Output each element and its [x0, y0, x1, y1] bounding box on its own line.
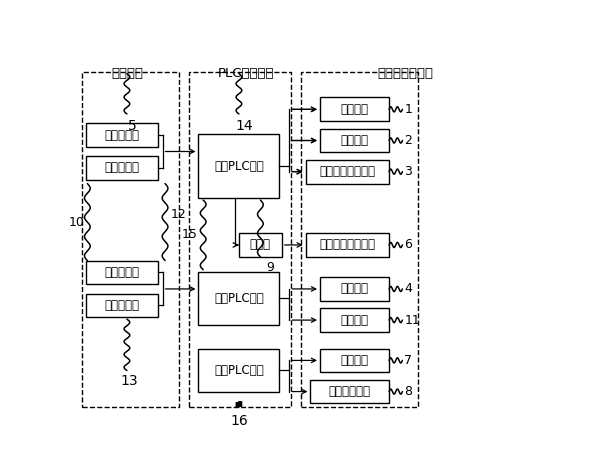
Text: 12: 12 [171, 208, 186, 221]
Text: 8: 8 [404, 385, 412, 398]
FancyBboxPatch shape [86, 294, 158, 317]
Text: 10: 10 [69, 216, 85, 228]
Text: 5: 5 [129, 119, 137, 133]
FancyBboxPatch shape [199, 271, 279, 325]
FancyBboxPatch shape [306, 160, 389, 184]
FancyBboxPatch shape [199, 348, 279, 393]
Text: 第一PLC模块: 第一PLC模块 [214, 159, 264, 173]
Text: 第一分料输送设备: 第一分料输送设备 [319, 165, 375, 178]
Text: 第二PLC模块: 第二PLC模块 [214, 292, 264, 305]
FancyBboxPatch shape [320, 277, 389, 301]
Text: 15: 15 [181, 228, 197, 241]
Text: 重力传感器: 重力传感器 [105, 161, 140, 175]
Text: 13: 13 [121, 374, 138, 388]
FancyBboxPatch shape [320, 98, 389, 121]
Text: 电流传感器: 电流传感器 [105, 129, 140, 141]
FancyBboxPatch shape [320, 348, 389, 372]
Text: 4: 4 [404, 282, 412, 296]
FancyBboxPatch shape [320, 308, 389, 332]
Text: 温度传感器: 温度传感器 [105, 266, 140, 279]
Text: 1: 1 [404, 103, 412, 116]
Text: 烘干设备: 烘干设备 [341, 314, 368, 327]
Text: 监控系统: 监控系统 [111, 67, 143, 80]
FancyBboxPatch shape [311, 380, 389, 404]
FancyBboxPatch shape [86, 156, 158, 180]
FancyBboxPatch shape [239, 233, 282, 257]
Text: 菌剂添加装置: 菌剂添加装置 [329, 385, 371, 398]
Text: 2: 2 [404, 134, 412, 147]
Text: 产线成套设备组: 产线成套设备组 [378, 67, 434, 80]
FancyBboxPatch shape [199, 134, 279, 198]
Text: 9: 9 [266, 260, 274, 274]
FancyBboxPatch shape [320, 129, 389, 152]
Text: 水分传感器: 水分传感器 [105, 299, 140, 312]
Text: 16: 16 [230, 415, 248, 428]
Text: 14: 14 [236, 119, 253, 133]
Text: 第二分料输送设备: 第二分料输送设备 [319, 238, 375, 251]
Text: 染色设备: 染色设备 [341, 282, 368, 296]
Text: 11: 11 [404, 314, 420, 327]
Text: 7: 7 [404, 354, 412, 367]
Text: 3: 3 [404, 165, 412, 178]
Text: 粗粉设备: 粗粉设备 [341, 103, 368, 116]
Text: PLC控制系统: PLC控制系统 [218, 67, 274, 80]
FancyBboxPatch shape [306, 233, 389, 257]
Text: 细粉设备: 细粉设备 [341, 354, 368, 367]
FancyBboxPatch shape [86, 260, 158, 284]
Text: 变频器: 变频器 [250, 238, 271, 251]
Text: 筛分设备: 筛分设备 [341, 134, 368, 147]
Text: 第三PLC模块: 第三PLC模块 [214, 364, 264, 377]
Text: 6: 6 [404, 238, 412, 251]
FancyBboxPatch shape [86, 123, 158, 147]
